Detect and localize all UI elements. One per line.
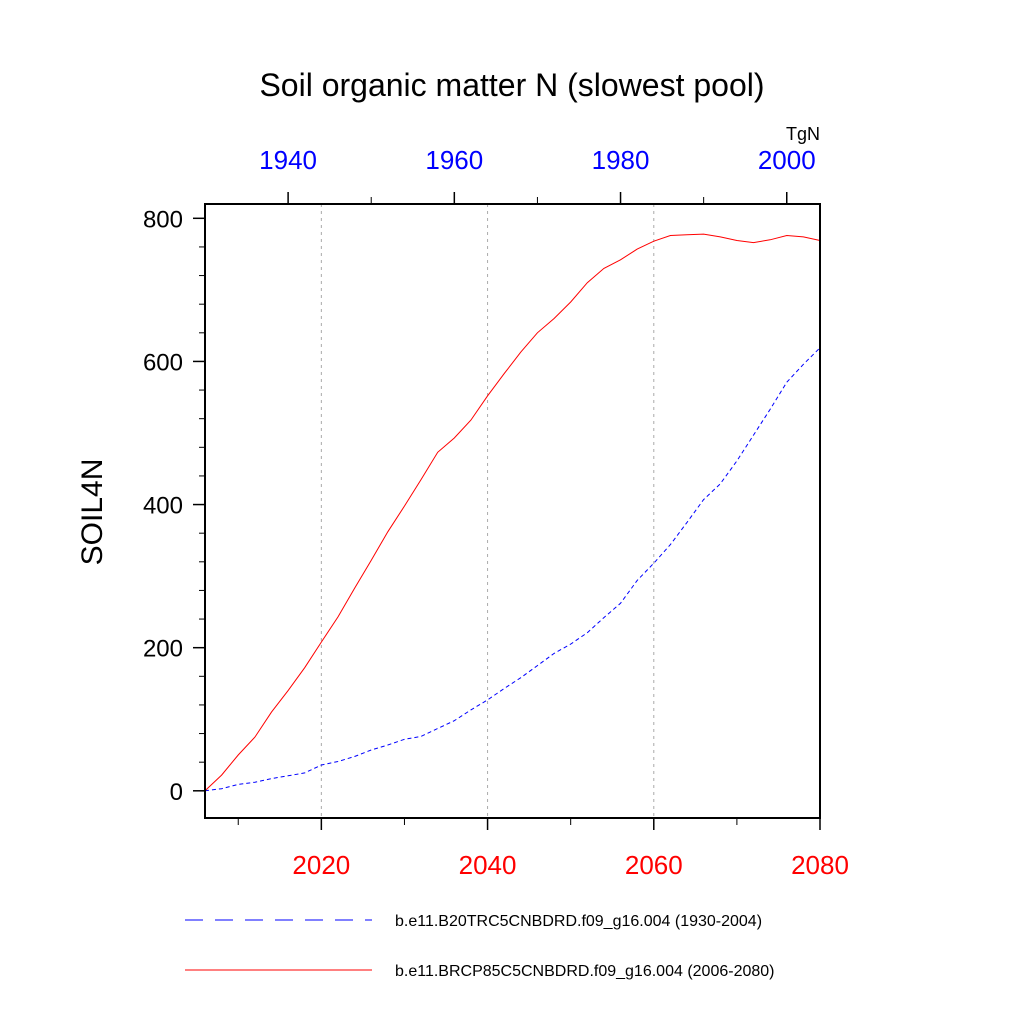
axes-layer: 0 200 400 600 800 2020 2040 2060 2080 1940 1960 198… xyxy=(143,145,849,880)
x-top-tick-label-1960: 1960 xyxy=(425,145,483,175)
y-tick-label-400: 400 xyxy=(143,493,183,520)
series-layer xyxy=(204,233,821,792)
x-bottom-tick-label-2020: 2020 xyxy=(292,850,350,880)
series-line-2 xyxy=(204,233,821,792)
x-top-tick-label-2000: 2000 xyxy=(758,145,816,175)
units-label: TgN xyxy=(786,124,820,144)
chart-title: Soil organic matter N (slowest pool) xyxy=(259,67,764,103)
y-tick-label-600: 600 xyxy=(143,349,183,376)
x-top-tick-label-1940: 1940 xyxy=(259,145,317,175)
legend-label-2: b.e11.BRCP85C5CNBDRD.f09_g16.004 (2006-2… xyxy=(395,963,774,980)
x-bottom-tick-label-2080: 2080 xyxy=(791,850,849,880)
y-tick-label-200: 200 xyxy=(143,636,183,663)
y-tick-label-800: 800 xyxy=(143,206,183,233)
x-bottom-tick-label-2040: 2040 xyxy=(459,850,517,880)
y-axis-label: SOIL4N xyxy=(76,459,109,566)
legend: b.e11.B20TRC5CNBDRD.f09_g16.004 (1930-20… xyxy=(185,913,774,980)
series-line-1 xyxy=(204,347,821,792)
legend-label-1: b.e11.B20TRC5CNBDRD.f09_g16.004 (1930-20… xyxy=(395,913,762,930)
plot-frame xyxy=(204,203,821,819)
x-bottom-tick-label-2060: 2060 xyxy=(625,850,683,880)
y-tick-label-0: 0 xyxy=(170,779,183,806)
x-top-tick-label-1980: 1980 xyxy=(592,145,650,175)
grid-layer xyxy=(320,204,655,818)
